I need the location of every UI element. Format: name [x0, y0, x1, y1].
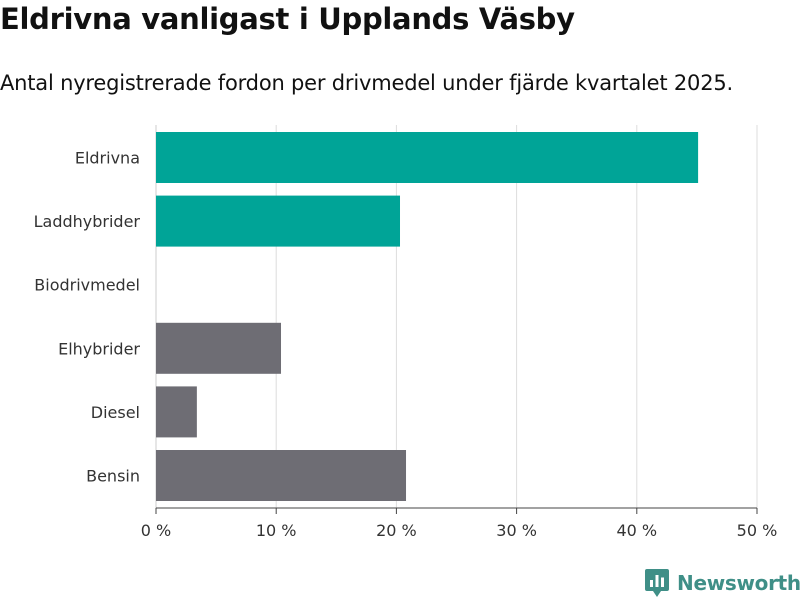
bars — [156, 132, 699, 501]
bar-elhybrider — [156, 322, 282, 374]
x-tick-label: 10 % — [256, 521, 297, 540]
chart-subtitle: Antal nyregistrerade fordon per drivmede… — [0, 71, 734, 95]
category-label: Eldrivna — [75, 149, 140, 168]
newsworthy-logo: Newsworthy — [644, 568, 800, 598]
gridlines — [155, 125, 758, 508]
category-labels: Eldrivna Laddhybrider Biodrivmedel Elhybrid… — [34, 149, 141, 486]
bar-bensin — [156, 450, 407, 501]
category-label: Diesel — [91, 403, 140, 422]
category-label: Biodrivmedel — [34, 276, 140, 295]
x-tick-label: 30 % — [496, 521, 537, 540]
chart-title: Eldrivna vanligast i Upplands Väsby — [0, 2, 575, 36]
x-tick-label: 50 % — [737, 521, 778, 540]
category-label: Laddhybrider — [34, 212, 141, 231]
bar-laddhybrider — [156, 195, 401, 247]
bar-chart-badge-icon — [645, 569, 669, 597]
bar-eldrivna — [156, 132, 699, 183]
category-label: Elhybrider — [58, 339, 140, 358]
x-axis-ticks: 0 % 10 % 20 % 30 % 40 % 50 % — [141, 507, 778, 540]
bar-diesel — [156, 386, 197, 438]
x-tick-label: 0 % — [141, 521, 171, 540]
x-tick-label: 20 % — [376, 521, 417, 540]
x-tick-label: 40 % — [616, 521, 657, 540]
category-label: Bensin — [86, 467, 140, 486]
brand-name: Newsworthy — [677, 571, 800, 595]
